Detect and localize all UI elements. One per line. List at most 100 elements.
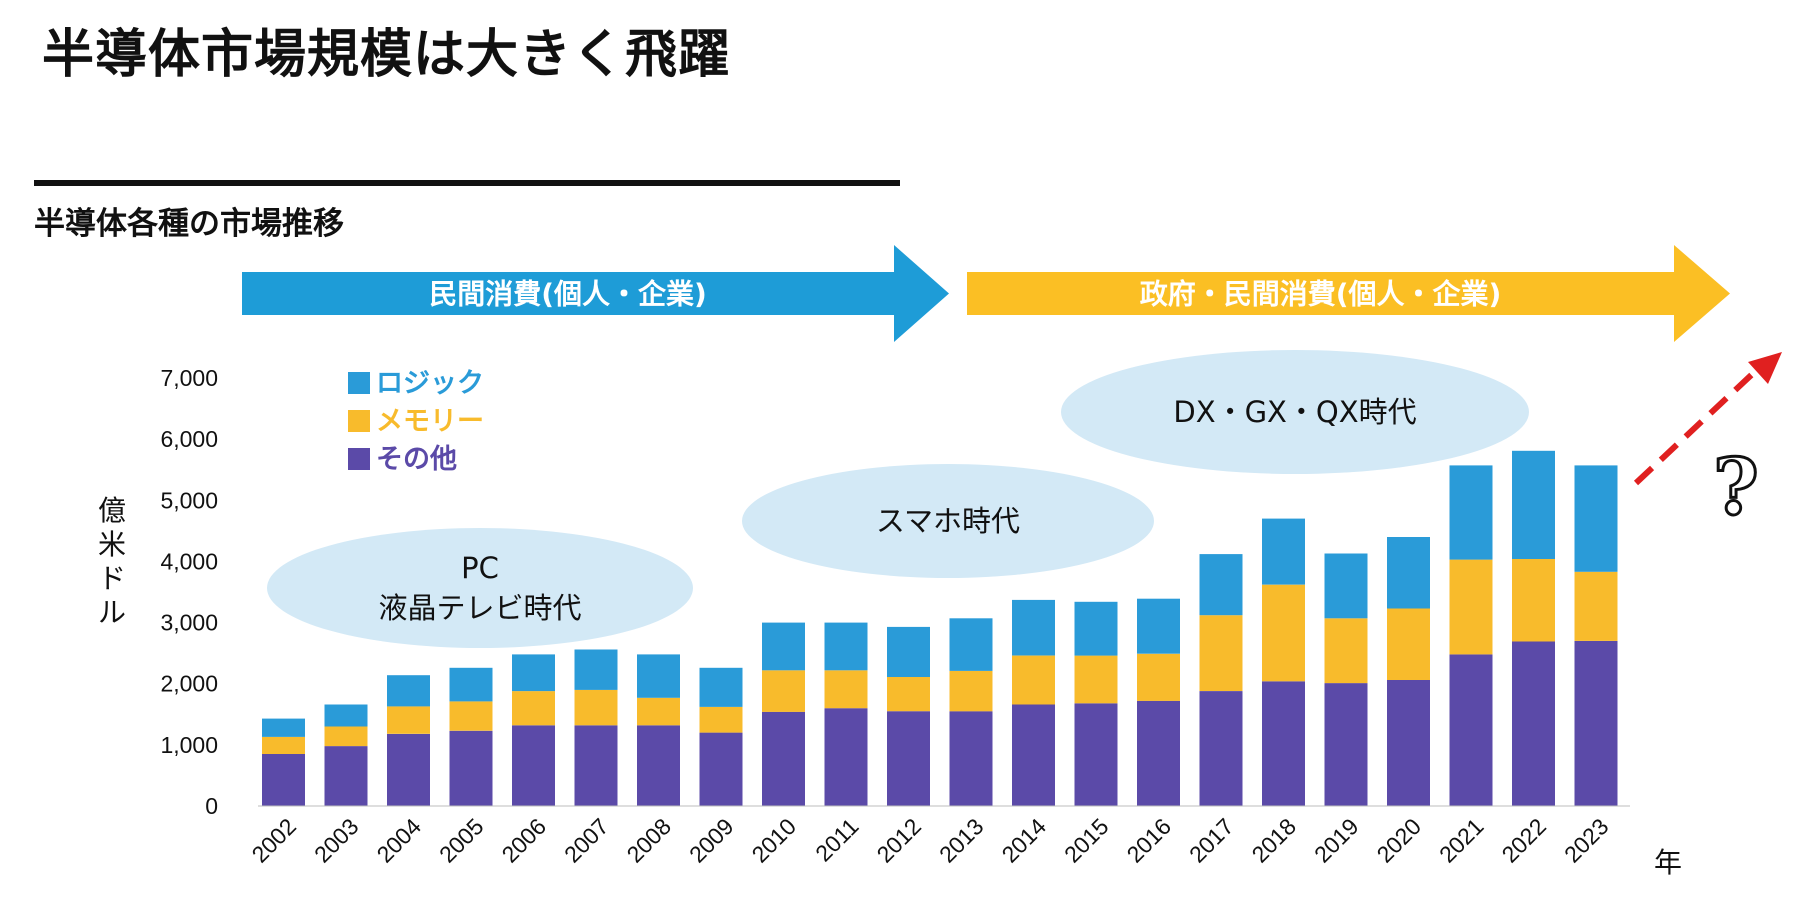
era-banner-arrow-2 <box>967 245 1730 342</box>
bar-logic-2019 <box>1324 553 1368 619</box>
bar-memory-2021 <box>1449 559 1493 655</box>
bar-other-2015 <box>1074 703 1118 806</box>
y-tick-label: 6,000 <box>160 426 218 452</box>
bar-memory-2011 <box>824 670 868 709</box>
bar-logic-2013 <box>949 618 993 671</box>
bar-memory-2008 <box>637 697 680 726</box>
bar-other-2013 <box>949 711 993 806</box>
legend-label-other: その他 <box>376 444 457 475</box>
bar-other-2020 <box>1387 680 1430 806</box>
x-tick-label: 2004 <box>371 813 426 868</box>
bar-other-2023 <box>1574 640 1618 806</box>
bar-memory-2012 <box>887 677 930 712</box>
bar-logic-2015 <box>1074 601 1118 656</box>
bar-other-2011 <box>824 708 868 806</box>
bar-other-2008 <box>637 725 680 806</box>
bar-logic-2021 <box>1449 465 1493 560</box>
era-label-3-line-1: DX・GX・QX時代 <box>1173 395 1416 429</box>
x-tick-label: 2003 <box>309 813 364 868</box>
bar-other-2004 <box>387 733 430 806</box>
era-label-1-line-1: PC <box>461 551 499 585</box>
growth-trend-arrowhead <box>1748 352 1782 384</box>
bar-logic-2014 <box>1012 599 1055 656</box>
legend-swatch-memory <box>348 410 370 432</box>
x-tick-label: 2020 <box>1371 813 1426 868</box>
bar-logic-2009 <box>699 667 743 707</box>
bar-logic-2010 <box>762 622 805 671</box>
bar-other-2005 <box>449 730 493 806</box>
x-tick-label: 2002 <box>246 813 301 868</box>
bar-memory-2013 <box>949 670 993 712</box>
bar-other-2014 <box>1012 704 1055 806</box>
x-tick-label: 2009 <box>684 813 739 868</box>
bar-logic-2011 <box>824 622 868 671</box>
bar-logic-2008 <box>637 654 680 698</box>
bar-memory-2019 <box>1324 618 1368 684</box>
x-tick-label: 2013 <box>934 813 989 868</box>
bar-memory-2004 <box>387 706 430 734</box>
era-label-1-line-2: 液晶テレビ時代 <box>378 591 581 625</box>
era-label-2-line-1: スマホ時代 <box>876 504 1020 538</box>
bar-logic-2022 <box>1512 450 1555 559</box>
bar-logic-2018 <box>1262 518 1305 585</box>
bar-logic-2016 <box>1137 598 1180 654</box>
bar-logic-2005 <box>449 667 493 702</box>
x-tick-label: 2011 <box>810 813 863 866</box>
legend-swatch-logic <box>348 372 370 394</box>
era-bubble-2 <box>742 464 1154 578</box>
legend-swatch-other <box>348 448 370 470</box>
x-tick-label: 2021 <box>1434 813 1489 868</box>
bar-other-2002 <box>262 754 305 806</box>
era-banner-arrow-1 <box>242 245 949 342</box>
y-tick-label: 0 <box>205 793 218 819</box>
bar-memory-2020 <box>1387 608 1430 680</box>
bar-other-2022 <box>1512 641 1555 806</box>
bar-memory-2016 <box>1137 653 1180 701</box>
bar-other-2016 <box>1137 700 1180 806</box>
x-tick-label: 2019 <box>1309 813 1364 868</box>
x-tick-label: 2022 <box>1496 813 1551 868</box>
bar-memory-2022 <box>1512 559 1555 642</box>
bar-logic-2004 <box>387 675 430 707</box>
bar-memory-2006 <box>512 691 555 726</box>
bar-memory-2007 <box>574 689 618 726</box>
legend-label-memory: メモリー <box>376 406 484 437</box>
question-mark: ? <box>1713 442 1759 533</box>
x-tick-label: 2012 <box>871 813 926 868</box>
bar-other-2009 <box>699 732 743 806</box>
bar-memory-2010 <box>762 670 805 712</box>
bar-logic-2003 <box>324 704 368 727</box>
bar-other-2006 <box>512 725 555 806</box>
bar-memory-2015 <box>1074 655 1118 704</box>
title-divider <box>34 180 900 186</box>
bar-other-2019 <box>1324 683 1368 806</box>
bar-memory-2014 <box>1012 655 1055 705</box>
x-tick-label: 2010 <box>746 813 801 868</box>
bar-memory-2018 <box>1262 584 1305 682</box>
bar-logic-2002 <box>262 718 305 737</box>
bar-other-2003 <box>324 746 368 806</box>
x-axis-label: 年 <box>1654 846 1682 879</box>
x-tick-label: 2005 <box>434 813 489 868</box>
legend-label-logic: ロジック <box>376 368 484 399</box>
bar-other-2007 <box>574 725 618 806</box>
page-title: 半導体市場規模は大きく飛躍 <box>42 25 732 85</box>
x-tick-label: 2017 <box>1184 813 1239 868</box>
y-tick-label: 5,000 <box>160 487 218 513</box>
y-tick-label: 1,000 <box>160 732 218 758</box>
bar-memory-2003 <box>324 726 368 747</box>
era-bubble-1 <box>267 528 693 648</box>
x-tick-label: 2007 <box>559 813 614 868</box>
bar-logic-2017 <box>1199 554 1243 616</box>
bar-memory-2023 <box>1574 571 1618 641</box>
x-tick-label: 2018 <box>1246 813 1301 868</box>
bar-memory-2009 <box>699 706 743 733</box>
y-tick-label: 7,000 <box>160 365 218 391</box>
bar-memory-2017 <box>1199 615 1243 691</box>
bar-other-2010 <box>762 711 805 806</box>
bar-logic-2023 <box>1574 465 1618 572</box>
bar-other-2018 <box>1262 681 1305 806</box>
bar-other-2021 <box>1449 654 1493 806</box>
bar-logic-2012 <box>887 626 930 677</box>
